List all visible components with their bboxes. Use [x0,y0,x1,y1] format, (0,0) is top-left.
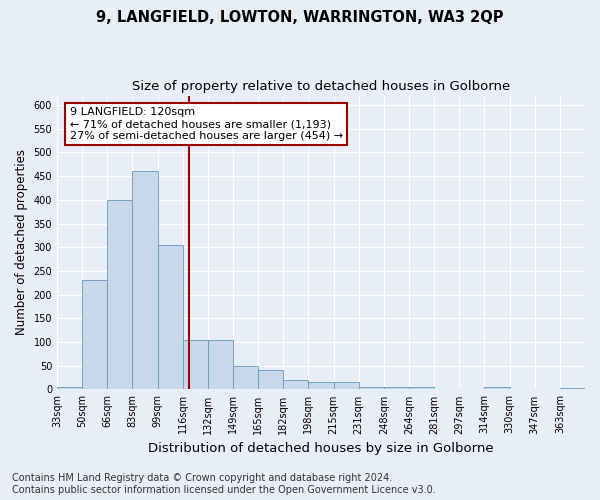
X-axis label: Distribution of detached houses by size in Golborne: Distribution of detached houses by size … [148,442,494,455]
Bar [283,380,308,390]
Bar [133,172,158,390]
Bar [484,387,509,390]
Bar [384,387,409,390]
Text: Contains HM Land Registry data © Crown copyright and database right 2024.
Contai: Contains HM Land Registry data © Crown c… [12,474,436,495]
Bar [158,245,183,390]
Bar [359,387,384,390]
Text: 9, LANGFIELD, LOWTON, WARRINGTON, WA3 2QP: 9, LANGFIELD, LOWTON, WARRINGTON, WA3 2Q… [96,10,504,25]
Bar [258,370,283,390]
Bar [57,387,82,390]
Bar [334,382,359,390]
Y-axis label: Number of detached properties: Number of detached properties [15,150,28,336]
Text: 9 LANGFIELD: 120sqm
← 71% of detached houses are smaller (1,193)
27% of semi-det: 9 LANGFIELD: 120sqm ← 71% of detached ho… [70,108,343,140]
Title: Size of property relative to detached houses in Golborne: Size of property relative to detached ho… [132,80,510,93]
Bar [409,387,434,390]
Bar [308,382,334,390]
Bar [208,340,233,390]
Bar [183,340,208,390]
Bar [233,366,258,390]
Bar [107,200,133,390]
Bar [82,280,107,390]
Bar [560,388,585,390]
